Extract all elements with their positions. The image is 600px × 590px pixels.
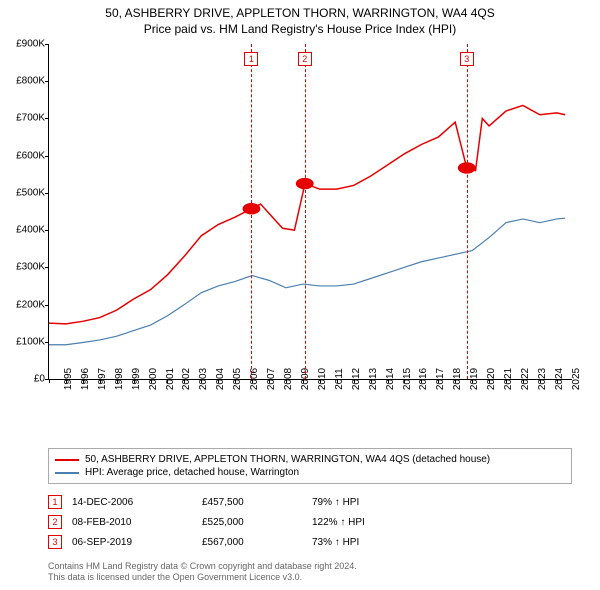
y-tick-mark bbox=[45, 44, 49, 45]
y-tick-mark bbox=[45, 267, 49, 268]
event-pct: 79% ↑ HPI bbox=[312, 497, 432, 508]
event-num-box: 2 bbox=[48, 515, 62, 529]
title-address: 50, ASHBERRY DRIVE, APPLETON THORN, WARR… bbox=[10, 6, 590, 20]
event-row: 2 08-FEB-2010£525,000122% ↑ HPI bbox=[48, 512, 572, 532]
event-row: 3 06-SEP-2019£567,00073% ↑ HPI bbox=[48, 532, 572, 552]
event-price: £457,500 bbox=[202, 497, 312, 508]
event-row: 1 14-DEC-2006£457,50079% ↑ HPI bbox=[48, 492, 572, 512]
x-axis-label: 2025 bbox=[557, 368, 582, 390]
legend-label: 50, ASHBERRY DRIVE, APPLETON THORN, WARR… bbox=[85, 454, 490, 465]
title-block: 50, ASHBERRY DRIVE, APPLETON THORN, WARR… bbox=[0, 0, 600, 38]
y-tick-mark bbox=[45, 193, 49, 194]
plot-area: £0£100K£200K£300K£400K£500K£600K£700K£80… bbox=[48, 44, 572, 380]
sale-vline bbox=[251, 44, 252, 379]
legend-row: 50, ASHBERRY DRIVE, APPLETON THORN, WARR… bbox=[55, 453, 565, 466]
legend-row: HPI: Average price, detached house, Warr… bbox=[55, 466, 565, 479]
legend-box: 50, ASHBERRY DRIVE, APPLETON THORN, WARR… bbox=[48, 448, 572, 484]
y-tick-mark bbox=[45, 81, 49, 82]
series-line-price_paid bbox=[49, 105, 565, 323]
y-tick-mark bbox=[45, 118, 49, 119]
footer-line2: This data is licensed under the Open Gov… bbox=[48, 572, 572, 584]
event-date: 08-FEB-2010 bbox=[72, 517, 202, 528]
event-date: 14-DEC-2006 bbox=[72, 497, 202, 508]
sale-vline bbox=[467, 44, 468, 379]
y-tick-mark bbox=[45, 230, 49, 231]
footer-attribution: Contains HM Land Registry data © Crown c… bbox=[48, 561, 572, 584]
sale-vline bbox=[305, 44, 306, 379]
series-line-hpi bbox=[49, 218, 565, 345]
legend-label: HPI: Average price, detached house, Warr… bbox=[85, 467, 299, 478]
event-price: £567,000 bbox=[202, 537, 312, 548]
chart-lines-svg bbox=[49, 44, 572, 379]
legend-swatch bbox=[55, 459, 79, 461]
events-table: 1 14-DEC-2006£457,50079% ↑ HPI 2 08-FEB-201… bbox=[48, 492, 572, 552]
y-tick-mark bbox=[45, 305, 49, 306]
event-num-box: 3 bbox=[48, 535, 62, 549]
event-pct: 73% ↑ HPI bbox=[312, 537, 432, 548]
legend-swatch bbox=[55, 472, 79, 474]
chart-area: £0£100K£200K£300K£400K£500K£600K£700K£80… bbox=[48, 44, 572, 404]
event-num-box: 1 bbox=[48, 495, 62, 509]
chart-container: 50, ASHBERRY DRIVE, APPLETON THORN, WARR… bbox=[0, 0, 600, 590]
event-price: £525,000 bbox=[202, 517, 312, 528]
event-pct: 122% ↑ HPI bbox=[312, 517, 432, 528]
title-subtitle: Price paid vs. HM Land Registry's House … bbox=[10, 22, 590, 36]
sale-marker-box: 3 bbox=[460, 52, 474, 66]
y-tick-mark bbox=[45, 156, 49, 157]
y-tick-mark bbox=[45, 342, 49, 343]
sale-marker-box: 2 bbox=[298, 52, 312, 66]
event-date: 06-SEP-2019 bbox=[72, 537, 202, 548]
footer-line1: Contains HM Land Registry data © Crown c… bbox=[48, 561, 572, 573]
sale-marker-box: 1 bbox=[244, 52, 258, 66]
